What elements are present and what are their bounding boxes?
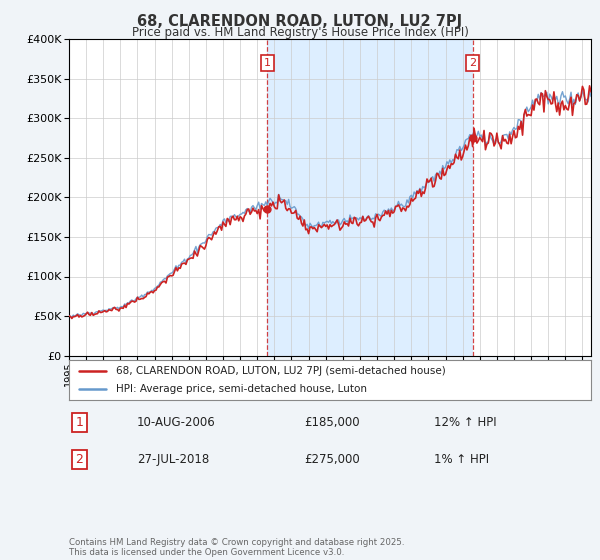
Text: 2: 2 <box>469 58 476 68</box>
Text: 1: 1 <box>264 58 271 68</box>
Text: HPI: Average price, semi-detached house, Luton: HPI: Average price, semi-detached house,… <box>116 384 367 394</box>
Text: 2: 2 <box>76 453 83 466</box>
Text: £275,000: £275,000 <box>304 453 359 466</box>
Text: £185,000: £185,000 <box>304 416 359 429</box>
Bar <box>267 39 473 356</box>
Text: Contains HM Land Registry data © Crown copyright and database right 2025.
This d: Contains HM Land Registry data © Crown c… <box>69 538 404 557</box>
Text: 12% ↑ HPI: 12% ↑ HPI <box>434 416 497 429</box>
Text: Price paid vs. HM Land Registry's House Price Index (HPI): Price paid vs. HM Land Registry's House … <box>131 26 469 39</box>
Text: 10-AUG-2006: 10-AUG-2006 <box>137 416 215 429</box>
Text: 27-JUL-2018: 27-JUL-2018 <box>137 453 209 466</box>
Text: 1% ↑ HPI: 1% ↑ HPI <box>434 453 490 466</box>
Text: 68, CLARENDON ROAD, LUTON, LU2 7PJ (semi-detached house): 68, CLARENDON ROAD, LUTON, LU2 7PJ (semi… <box>116 366 446 376</box>
Text: 1: 1 <box>76 416 83 429</box>
Text: 68, CLARENDON ROAD, LUTON, LU2 7PJ: 68, CLARENDON ROAD, LUTON, LU2 7PJ <box>137 14 463 29</box>
